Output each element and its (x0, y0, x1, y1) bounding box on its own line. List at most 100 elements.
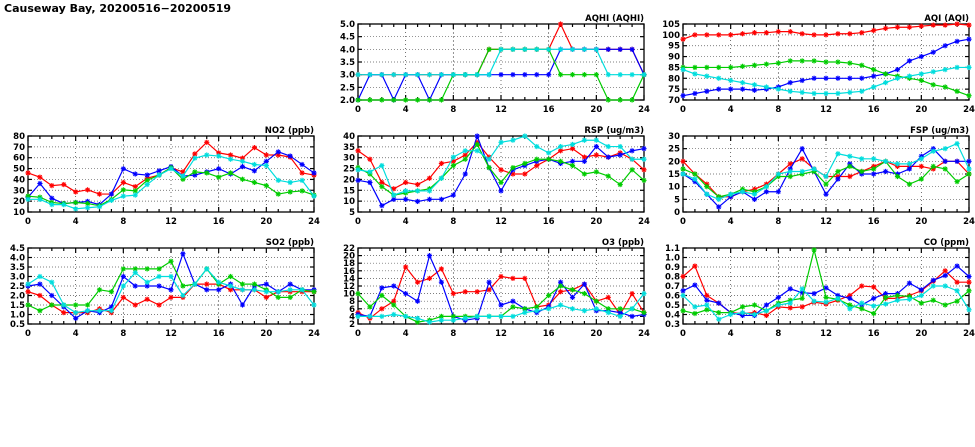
y-tick-label: 18 (343, 259, 355, 269)
y-tick-label: 25 (343, 165, 355, 175)
series-aqhi-20200519 (355, 46, 647, 78)
series-aqi-20200519 (680, 64, 972, 97)
y-tick-label: 12 (343, 282, 355, 292)
x-tick-label: 12 (495, 217, 507, 227)
x-tick-label: 0 (355, 105, 361, 115)
x-tick-label: 16 (543, 105, 555, 115)
y-tick-label: 16 (343, 267, 355, 277)
plot-area-co: CO (ppm) 0.30.40.50.60.70.80.91.01.1 0 4 8 12… (665, 238, 975, 339)
y-tick-label: 0 (674, 208, 680, 218)
x-tick-label: 24 (963, 105, 975, 115)
y-tick-label: 1.5 (10, 301, 25, 311)
y-tick-label: 4.0 (340, 45, 355, 55)
x-tick-label: 24 (638, 217, 650, 227)
y-tick-label: 3.0 (10, 273, 25, 283)
y-tick-label: 2.5 (340, 83, 355, 93)
y-tick-label: 40 (343, 132, 355, 142)
series-aqi-20200516 (680, 21, 972, 42)
y-tick-label: 90 (668, 53, 680, 63)
y-tick-label: 0.5 (665, 301, 680, 311)
series-so2-20200518 (25, 258, 317, 314)
panel-title-o3: O3 (ppb) (602, 238, 644, 248)
x-tick-label: 8 (775, 105, 781, 115)
x-tick-label: 12 (495, 329, 507, 339)
series-so2-20200519 (25, 266, 317, 316)
x-tick-label: 16 (868, 329, 880, 339)
x-tick-label: 8 (775, 329, 781, 339)
x-tick-label: 16 (868, 217, 880, 227)
x-tick-label: 24 (308, 217, 320, 227)
y-tick-label: 10 (343, 290, 355, 300)
series-no2-20200518 (25, 165, 317, 209)
x-tick-label: 8 (775, 217, 781, 227)
x-tick-label: 0 (680, 105, 686, 115)
y-tick-label: 20 (343, 175, 355, 185)
x-tick-label: 0 (355, 217, 361, 227)
y-tick-label: 80 (668, 74, 680, 84)
x-tick-label: 20 (590, 105, 602, 115)
y-tick-label: 30 (13, 186, 25, 196)
series-rsp-20200519 (355, 133, 647, 198)
x-tick-label: 12 (820, 329, 832, 339)
chart-panel-aqhi: AQHI (AQHI) 2.0 2.5 3.0 3.5 4.0 4.5 5.0 0 4 8 12 16 2… (330, 12, 650, 120)
y-tick-label: 2.5 (10, 282, 25, 292)
series-so2-20200516 (25, 281, 317, 316)
x-tick-label: 24 (638, 329, 650, 339)
x-tick-label: 24 (638, 105, 650, 115)
x-tick-label: 12 (820, 217, 832, 227)
y-tick-label: 35 (343, 143, 355, 153)
y-tick-label: 22 (343, 244, 355, 254)
series-o3-20200519 (355, 291, 647, 325)
y-tick-label: 2.0 (10, 292, 25, 302)
x-tick-label: 4 (73, 329, 79, 339)
x-tick-label: 8 (450, 329, 456, 339)
y-tick-label: 0.5 (10, 320, 25, 330)
x-tick-label: 0 (25, 217, 31, 227)
y-tick-label: 75 (668, 85, 680, 95)
x-tick-label: 4 (73, 217, 79, 227)
x-tick-label: 4 (728, 329, 734, 339)
series-co-20200519 (680, 283, 972, 322)
x-tick-label: 24 (308, 329, 320, 339)
x-tick-label: 4 (728, 105, 734, 115)
y-tick-label: 10 (668, 183, 680, 193)
x-tick-label: 4 (403, 105, 409, 115)
y-tick-label: 2 (349, 320, 355, 330)
chart-panel-fsp: FSP (ug/m3) 0 5 10 15 20 25 30 0 4 8 12 16 20 24 (655, 124, 975, 232)
x-tick-label: 8 (450, 105, 456, 115)
chart-panel-co: CO (ppm) 0.3 0.4 0.5 0.6 0.7 0.8 0.9 1.0 1.1 0 4 8 12… (655, 236, 975, 344)
x-tick-label: 20 (590, 217, 602, 227)
y-tick-label: 60 (13, 154, 25, 164)
y-tick-label: 30 (668, 132, 680, 142)
x-tick-label: 4 (403, 217, 409, 227)
y-tick-label: 20 (13, 197, 25, 207)
y-tick-label: 80 (13, 132, 25, 142)
panel-title-aqi: AQI (AQI) (924, 14, 969, 24)
y-tick-label: 50 (13, 165, 25, 175)
y-tick-label: 2.0 (340, 96, 355, 106)
x-tick-label: 24 (963, 217, 975, 227)
x-tick-label: 16 (213, 217, 225, 227)
y-tick-label: 25 (668, 145, 680, 155)
x-tick-label: 16 (543, 329, 555, 339)
y-tick-label: 20 (343, 252, 355, 262)
y-tick-label: 70 (668, 96, 680, 106)
panel-title-aqhi: AQHI (AQHI) (585, 14, 644, 24)
plot-area-aqhi: AQHI (AQHI) 2.0 2.5 3.0 3.5 4.0 4.5 5.0 0 4 8 12 16 2… (340, 14, 650, 115)
x-tick-label: 12 (165, 329, 177, 339)
x-tick-label: 0 (680, 329, 686, 339)
y-tick-label: 1.1 (665, 244, 680, 254)
y-tick-label: 5.0 (340, 20, 355, 30)
series-no2-20200517 (25, 149, 317, 208)
y-tick-label: 0.4 (665, 311, 680, 321)
y-tick-label: 1.0 (665, 254, 680, 264)
x-tick-label: 4 (728, 217, 734, 227)
y-tick-label: 105 (662, 20, 680, 30)
y-tick-label: 10 (343, 197, 355, 207)
y-tick-label: 95 (668, 42, 680, 52)
series-no2-20200519 (25, 152, 317, 212)
chart-panel-aqi: AQI (AQI) 70 75 80 85 90 95 100 105 0 4 8 12 16 20 24 (655, 12, 975, 120)
